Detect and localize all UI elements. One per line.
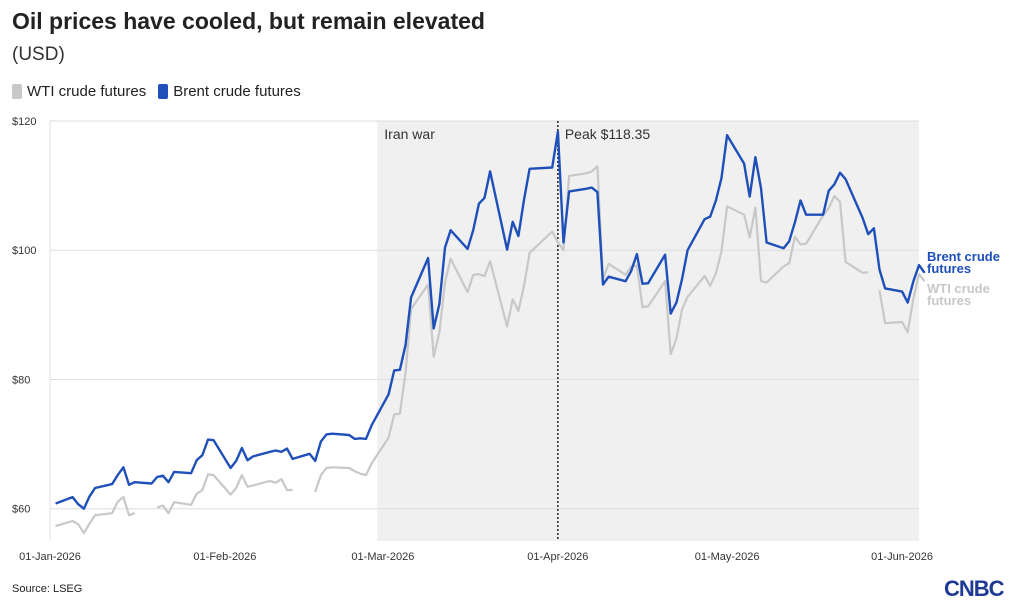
x-tick-label: 01-Jan-2026: [19, 551, 81, 563]
end-label-wti: WTI crude: [927, 281, 990, 296]
chart-title: Oil prices have cooled, but remain eleva…: [12, 8, 485, 34]
x-tick-label: 01-Feb-2026: [193, 551, 256, 563]
y-tick-label: $80: [12, 374, 30, 386]
end-label-brent: Brent crude: [927, 249, 1000, 264]
x-tick-label: 01-May-2026: [695, 551, 760, 563]
end-label-brent: futures: [927, 261, 971, 276]
legend-swatch-brent: [158, 84, 169, 99]
legend-swatch-wti: [12, 84, 22, 99]
y-tick-label: $120: [12, 116, 36, 128]
x-tick-label: 01-Mar-2026: [351, 551, 414, 563]
series-line-brent: [55, 130, 926, 510]
peak-label: Peak $118.35: [565, 126, 651, 142]
legend-label-wti: WTI crude futures: [27, 83, 147, 100]
shaded-region-label: Iran war: [384, 126, 435, 142]
y-tick-label: $100: [12, 245, 36, 257]
legend-item-wti: WTI crude futures: [12, 83, 146, 100]
legend-label-brent: Brent crude futures: [173, 83, 301, 100]
legend: WTI crude futures Brent crude futures: [12, 83, 313, 100]
x-tick-label: 01-Jun-2026: [871, 551, 933, 563]
legend-item-brent: Brent crude futures: [158, 83, 301, 100]
x-tick-label: 01-Apr-2026: [527, 551, 588, 563]
y-tick-label: $60: [12, 504, 30, 516]
chart-subtitle: (USD): [12, 44, 65, 65]
series-line-wti: [55, 165, 926, 535]
cnbc-logo: CNBC: [944, 576, 1005, 601]
shaded-region-iran-war: [377, 121, 919, 541]
source-note: Source: LSEG: [12, 583, 83, 595]
end-label-wti: futures: [927, 293, 971, 308]
